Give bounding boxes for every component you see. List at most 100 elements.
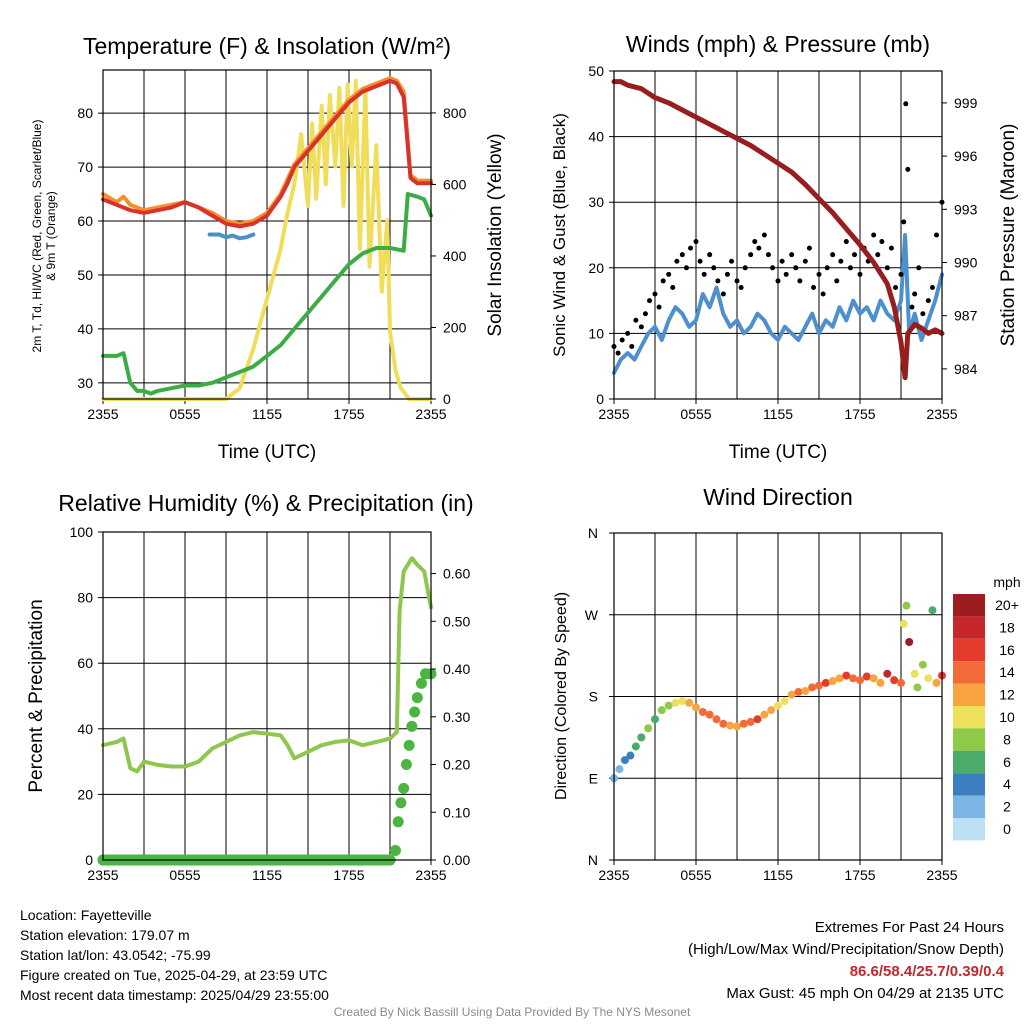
dir-point [905, 638, 914, 646]
dir-point [918, 660, 927, 669]
wind-gust-point [679, 252, 685, 258]
dir-point [705, 710, 714, 719]
rh-precipitation-point [389, 844, 401, 856]
rh-precipitation-point [398, 782, 410, 794]
wind-gust-point [871, 232, 877, 238]
extremes-title: Extremes For Past 24 Hours [814, 919, 1004, 936]
dir-point [835, 674, 844, 683]
max-gust-text: Max Gust: 45 mph On 04/29 at 2135 UTC [726, 985, 1004, 1002]
wind-gust-point [888, 245, 894, 251]
extremes-subtitle: (High/Low/Max Wind/Precipitation/Snow De… [688, 941, 1004, 958]
wind-gust-point [765, 252, 771, 258]
extremes-values: 86.6/58.4/25.7/0.39/0.4 [849, 963, 1004, 980]
rh-y2-tick-label: 0.10 [443, 804, 470, 820]
wind-gust-point [884, 265, 890, 271]
wind-gust-point [789, 252, 795, 258]
wind-gust-point [775, 278, 781, 284]
rh-precipitation-point [400, 759, 412, 771]
wind-y-tick-label: 30 [588, 194, 604, 210]
wind-gust-point [693, 239, 699, 245]
dir-x-tick-label: 1755 [844, 867, 875, 883]
dir-x-tick-label: 0555 [680, 867, 711, 883]
dir-point [719, 719, 728, 728]
wind-y2-tick-label: 984 [954, 361, 978, 377]
temp-y2-tick-label: 800 [443, 105, 467, 121]
rh-y-tick-label: 40 [77, 721, 93, 737]
rh-plot-border [102, 531, 432, 861]
temp-chart-title: Temperature (F) & Insolation (W/m²) [83, 33, 451, 59]
wind-gust-point [652, 291, 658, 297]
dir-point [787, 690, 796, 699]
wind-gust-point [752, 239, 758, 245]
wind-gust-point [816, 271, 822, 277]
wind-y2-tick-label: 993 [954, 201, 978, 217]
temp-y-tick-label: 60 [77, 213, 93, 229]
wind-y-tick-label: 50 [588, 63, 604, 79]
dir-point [883, 669, 892, 678]
dir-y-axis-label: Direction (Colored By Speed) [553, 592, 570, 800]
wind-y-axis-label: Sonic Wind & Gust (Blue, Black) [550, 113, 569, 357]
dir-point [774, 701, 782, 710]
dir-y-tick-label: E [589, 770, 598, 786]
colorbar-label: 2 [1003, 799, 1011, 815]
colorbar-swatch [953, 750, 985, 774]
dir-point [869, 674, 878, 683]
wind-x-tick-label: 2355 [598, 406, 629, 422]
dir-chart-title: Wind Direction [703, 484, 853, 510]
wind-gust-point [811, 284, 817, 290]
wind-gust-point [720, 291, 726, 297]
created-text: Figure created on Tue, 2025-04-29, at 23… [20, 967, 328, 983]
wind-gust-point [909, 304, 915, 310]
wind-gust-point [674, 258, 680, 264]
colorbar-swatch [953, 706, 985, 729]
rh-y2-tick-label: 0.30 [443, 709, 470, 725]
temp-x-tick-label: 1155 [252, 406, 282, 422]
rh-y2-tick-label: 0.00 [443, 852, 470, 868]
temp-y-axis-label-line2: & 9m T (Orange) [44, 191, 58, 281]
wind-gust-point [920, 311, 926, 317]
wind-plot-border [613, 70, 943, 400]
wind-gust-point [797, 278, 803, 284]
dir-point [726, 721, 735, 730]
wind-gust-point [711, 265, 717, 271]
dir-point [685, 698, 694, 707]
dir-point [664, 701, 673, 710]
wind-gust-point [783, 271, 789, 277]
dir-point [620, 756, 629, 765]
station-info: Location: Fayetteville Station elevation… [20, 905, 329, 1005]
dir-point [644, 724, 653, 733]
dir-y-tick-label: N [588, 852, 598, 868]
dir-point [631, 742, 640, 751]
wind-y2-tick-label: 999 [954, 95, 978, 111]
dir-point [746, 717, 755, 726]
colorbar-label: 8 [1003, 731, 1011, 747]
temp-y-tick-label: 40 [77, 321, 93, 337]
wind-gust-point [893, 284, 899, 290]
dir-point [739, 719, 748, 728]
dir-point [767, 706, 776, 715]
dir-point [862, 672, 871, 681]
colorbar-swatch [953, 638, 985, 662]
dir-point [815, 681, 823, 690]
rh-y-tick-label: 100 [70, 524, 94, 540]
colorbar-title: mph [993, 574, 1020, 590]
colorbar-label: 0 [1003, 821, 1011, 837]
wind-gust-point [701, 271, 707, 277]
rh-y-tick-label: 20 [77, 786, 93, 802]
temp-x-tick-label: 2355 [415, 406, 446, 422]
dir-point [828, 677, 837, 686]
colorbar-swatch [953, 661, 985, 684]
temp-y2-tick-label: 400 [443, 248, 467, 264]
dir-y-tick-label: N [588, 525, 598, 541]
temp-x-axis-label: Time (UTC) [218, 442, 317, 463]
dir-point [780, 697, 789, 706]
temp-2m-t-line [101, 78, 433, 229]
wind-gust-point [629, 344, 635, 350]
colorbar-label: 20+ [995, 597, 1019, 613]
rh-precipitation-point [392, 816, 404, 828]
colorbar-swatch [953, 616, 985, 639]
wind-gust-point [905, 166, 911, 172]
wind-y2-tick-label: 990 [954, 254, 978, 270]
wind-gust-point [724, 271, 730, 277]
colorbar-label: 16 [999, 642, 1015, 658]
